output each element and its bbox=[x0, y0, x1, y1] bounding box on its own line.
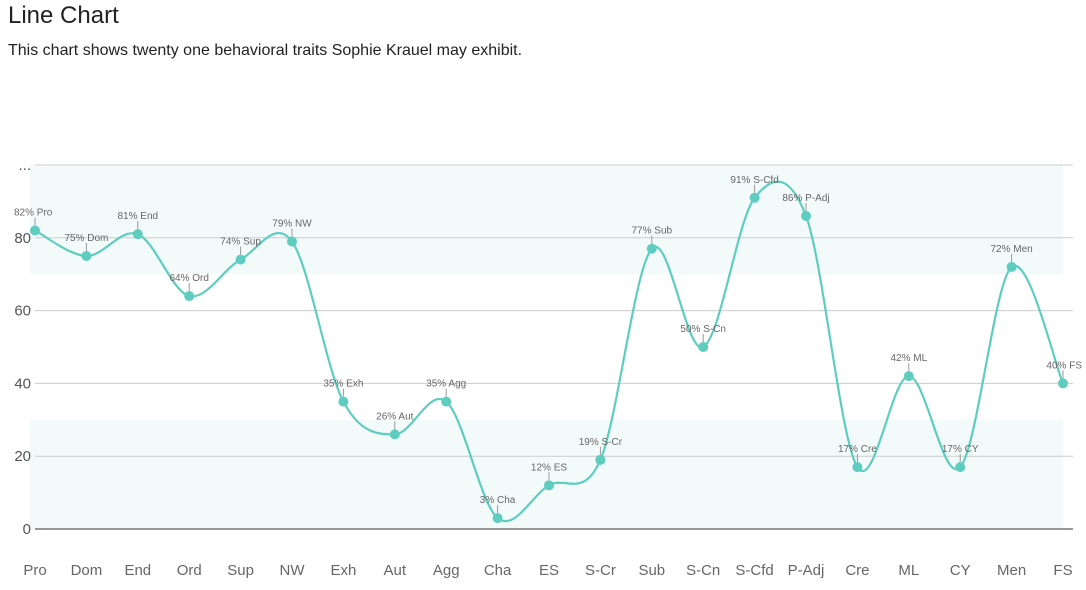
data-point bbox=[852, 462, 863, 473]
data-label: 17% CY bbox=[942, 444, 979, 455]
y-tick-label: 0 bbox=[23, 521, 31, 538]
data-label: 91% S-Cfd bbox=[730, 175, 778, 186]
x-tick-label: Ord bbox=[177, 562, 202, 579]
data-point bbox=[544, 480, 554, 491]
plot-band-0 bbox=[30, 419, 1063, 529]
x-tick-label: S-Cn bbox=[686, 562, 720, 579]
data-label: 79% NW bbox=[272, 218, 312, 229]
data-point bbox=[441, 396, 452, 407]
data-point bbox=[184, 291, 195, 302]
data-label: 35% Agg bbox=[426, 379, 466, 390]
data-label: 35% Exh bbox=[323, 379, 363, 390]
x-tick-label: FS bbox=[1053, 562, 1072, 579]
data-point bbox=[235, 254, 246, 265]
y-tick-label: 60 bbox=[14, 303, 31, 320]
data-point bbox=[595, 454, 606, 465]
data-point bbox=[389, 429, 400, 440]
chart-title: Line Chart bbox=[8, 2, 119, 29]
data-label: 3% Cha bbox=[480, 495, 516, 506]
y-tick-label: 40 bbox=[14, 375, 31, 392]
data-point bbox=[132, 229, 143, 240]
x-tick-label: ES bbox=[539, 562, 559, 579]
x-tick-label: NW bbox=[280, 562, 306, 579]
data-point bbox=[698, 342, 709, 352]
data-label: 75% Dom bbox=[64, 233, 108, 244]
x-tick-label: CY bbox=[950, 562, 971, 579]
data-label: 17% Cre bbox=[838, 444, 877, 455]
x-tick-label: Cha bbox=[484, 562, 512, 579]
data-point bbox=[646, 243, 657, 254]
x-tick-label: Exh bbox=[330, 562, 356, 579]
x-tick-label: S-Cfd bbox=[735, 562, 773, 579]
data-label: 64% Ord bbox=[169, 273, 208, 284]
data-point bbox=[955, 462, 966, 473]
y-tick-label: 20 bbox=[14, 448, 31, 465]
x-tick-label: Agg bbox=[433, 562, 460, 579]
data-point bbox=[801, 210, 811, 221]
chart-subtitle: This chart shows twenty one behavioral t… bbox=[8, 42, 523, 59]
x-tick-label: Men bbox=[997, 562, 1026, 579]
data-label: 81% End bbox=[118, 211, 159, 222]
data-point bbox=[30, 225, 40, 236]
data-point bbox=[492, 513, 503, 524]
data-label: 40% FS bbox=[1046, 360, 1082, 371]
data-label: 26% Aut bbox=[376, 411, 413, 422]
data-point bbox=[1058, 378, 1068, 389]
data-label: 12% ES bbox=[531, 462, 567, 473]
x-tick-label: P-Adj bbox=[788, 562, 825, 579]
x-tick-label: Sub bbox=[638, 562, 665, 579]
plot-band-1 bbox=[30, 165, 1063, 275]
data-label: 82% Pro bbox=[14, 208, 53, 219]
data-label: 19% S-Cr bbox=[579, 437, 623, 448]
data-point bbox=[1006, 261, 1017, 272]
x-tick-label: Pro bbox=[23, 562, 46, 579]
y-tick-label: ... bbox=[18, 157, 31, 174]
data-label: 86% P-Adj bbox=[782, 193, 829, 204]
data-point bbox=[338, 396, 349, 407]
x-tick-label: End bbox=[124, 562, 151, 579]
x-tick-label: S-Cr bbox=[585, 562, 616, 579]
data-label: 50% S-Cn bbox=[680, 324, 726, 335]
data-point bbox=[903, 371, 914, 382]
x-tick-label: Aut bbox=[384, 562, 407, 579]
data-point bbox=[287, 236, 297, 247]
x-tick-label: ML bbox=[898, 562, 919, 579]
data-point bbox=[749, 192, 760, 203]
x-tick-label: Sup bbox=[227, 562, 254, 579]
data-label: 42% ML bbox=[890, 353, 927, 364]
data-point bbox=[81, 251, 92, 261]
x-tick-label: Cre bbox=[845, 562, 869, 579]
x-tick-label: Dom bbox=[71, 562, 103, 579]
data-label: 72% Men bbox=[990, 244, 1032, 255]
y-tick-label: 80 bbox=[14, 230, 31, 247]
data-label: 77% Sub bbox=[632, 226, 673, 237]
data-label: 74% Sup bbox=[220, 237, 261, 248]
